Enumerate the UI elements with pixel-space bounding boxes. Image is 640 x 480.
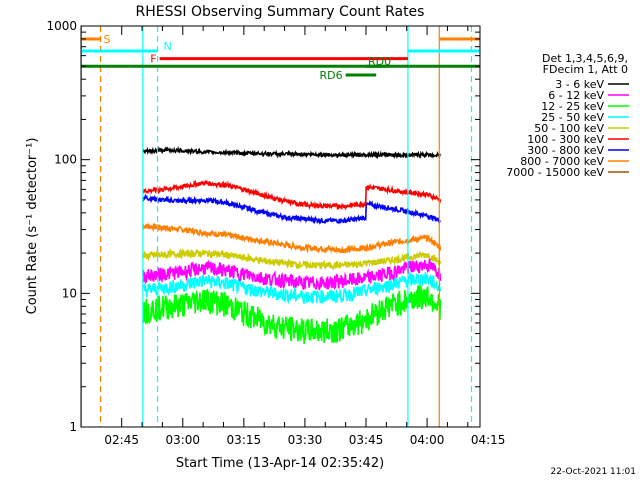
y-axis-label: Count Rate (s⁻¹ detector⁻¹) <box>25 138 40 315</box>
legend-label: 100 - 300 keV <box>527 133 604 146</box>
flag-bars: S NF RD0 RD6 <box>81 33 480 82</box>
flag-label: N <box>164 40 172 53</box>
legend-label: 800 - 7000 keV <box>520 155 604 168</box>
y-axis: 1 10 100 1000 <box>46 19 480 434</box>
y-tick-label: 1000 <box>46 19 77 33</box>
legend-label: 50 - 100 keV <box>534 122 604 135</box>
series-line <box>142 285 442 345</box>
series-line <box>142 222 442 255</box>
flag-label: S <box>104 33 111 46</box>
series-line <box>142 145 442 160</box>
x-tick-label: 02:45 <box>104 433 139 447</box>
series-line <box>142 179 442 211</box>
legend-label: 3 - 6 keV <box>555 78 604 91</box>
legend-label: 300 - 800 keV <box>527 144 604 157</box>
legend-label: 6 - 12 keV <box>548 89 604 102</box>
data-area <box>142 145 442 345</box>
x-axis-label: Start Time (13-Apr-14 02:35:42) <box>176 456 384 471</box>
plot-frame <box>80 25 481 428</box>
series-line <box>142 271 442 305</box>
x-tick-label: 03:45 <box>349 433 384 447</box>
flag-label: F <box>150 53 156 66</box>
legend-header: FDecim 1, Att 0 <box>543 63 628 76</box>
vertical-markers <box>80 26 473 427</box>
legend: Det 1,3,4,5,6,9,FDecim 1, Att 0 3 - 6 keV… <box>506 52 629 179</box>
x-tick-label: 03:30 <box>288 433 323 447</box>
legend-label: 12 - 25 keV <box>541 100 604 113</box>
y-tick-label: 100 <box>54 153 77 167</box>
date-stamp: 22-Oct-2021 11:01 <box>551 467 636 477</box>
series-line <box>142 258 442 291</box>
x-tick-label: 04:00 <box>410 433 445 447</box>
legend-label: 7000 - 15000 keV <box>506 166 604 179</box>
series-line <box>142 247 442 271</box>
x-tick-label: 03:00 <box>165 433 200 447</box>
flag-label: RD0 <box>368 55 391 68</box>
x-tick-label: 03:15 <box>227 433 262 447</box>
x-tick-label: 04:15 <box>471 433 506 447</box>
x-axis: 02:45 03:00 03:15 03:30 03:45 04:00 04:15 <box>104 26 505 447</box>
series-line <box>142 193 441 225</box>
y-tick-label: 10 <box>62 286 77 300</box>
legend-label: 25 - 50 keV <box>541 111 604 124</box>
flag-label: RD6 <box>320 69 343 82</box>
chart-title: RHESSI Observing Summary Count Rates <box>136 4 425 20</box>
legend-header: Det 1,3,4,5,6,9, <box>542 52 628 65</box>
y-tick-label: 1 <box>69 420 77 434</box>
